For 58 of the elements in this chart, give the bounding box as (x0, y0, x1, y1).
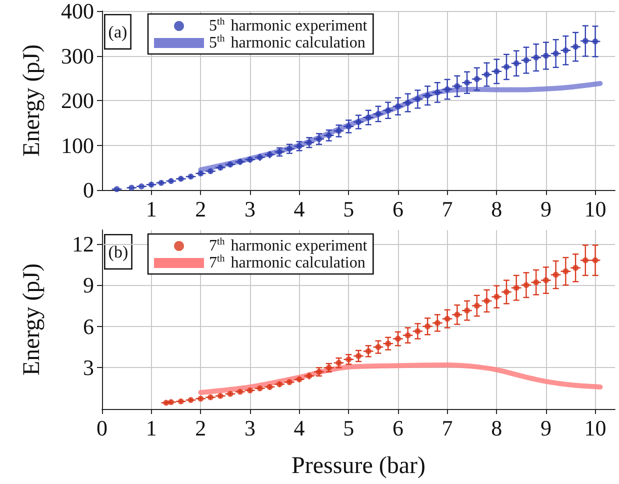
point (454, 312, 460, 318)
point (494, 294, 500, 300)
point (474, 302, 480, 309)
point (375, 110, 382, 117)
annotation: (b) (108, 242, 128, 262)
point (404, 332, 411, 338)
point (444, 316, 450, 322)
point (552, 272, 559, 278)
x-tick-label: 1 (146, 196, 157, 222)
point (464, 80, 470, 86)
x-tick-label: 4 (294, 416, 305, 440)
y-tick-label: 200 (61, 88, 94, 113)
x-tick-label: 2 (195, 196, 206, 222)
point (474, 76, 480, 82)
y-axis-title: Energy (pJ) (19, 44, 45, 157)
x-tick-label: 5 (343, 416, 354, 440)
x-tick-label: 10 (584, 196, 606, 222)
x-tick-label: 6 (392, 196, 404, 222)
y-tick-label: 9 (83, 272, 94, 298)
point (424, 323, 431, 330)
x-tick-label: 3 (244, 196, 256, 222)
y-axis-title: Energy (pJ) (19, 263, 45, 376)
x-tick-label: 10 (584, 416, 606, 440)
x-tick-label: 7 (442, 196, 453, 222)
annotation: (a) (108, 22, 128, 42)
point (414, 328, 421, 334)
y-tick-label: 300 (61, 43, 94, 68)
x-tick-label: 1 (146, 416, 157, 440)
x-tick-label: 8 (491, 196, 502, 222)
point (484, 298, 490, 304)
x-tick-label: 6 (392, 416, 404, 440)
y-tick-label: 3 (83, 355, 94, 380)
point (385, 107, 392, 114)
point (562, 268, 569, 274)
y-tick-label: 100 (61, 132, 94, 158)
x-tick-label: 4 (294, 196, 305, 222)
point (114, 186, 120, 192)
x-tick-label: 2 (195, 416, 206, 440)
point (394, 103, 401, 110)
x-tick-label: 5 (343, 196, 354, 222)
x-tick-label: 9 (540, 416, 552, 440)
point (572, 44, 579, 50)
y-tick-label: 12 (72, 231, 94, 256)
y-tick-label: 0 (83, 178, 94, 202)
y-tick-label: 400 (61, 0, 94, 24)
point (503, 64, 510, 70)
point (414, 96, 421, 102)
y-tick-label: 6 (83, 314, 94, 339)
point (434, 320, 440, 326)
point (404, 100, 411, 106)
x-tick-label: 7 (442, 416, 453, 440)
x-tick-label: 9 (540, 196, 552, 222)
x-tick-label: 8 (491, 416, 502, 440)
point (572, 264, 579, 271)
x-axis-title: Pressure (bar) (292, 453, 426, 479)
point (503, 288, 510, 295)
x-tick-label: 3 (244, 416, 256, 440)
point (464, 308, 470, 314)
